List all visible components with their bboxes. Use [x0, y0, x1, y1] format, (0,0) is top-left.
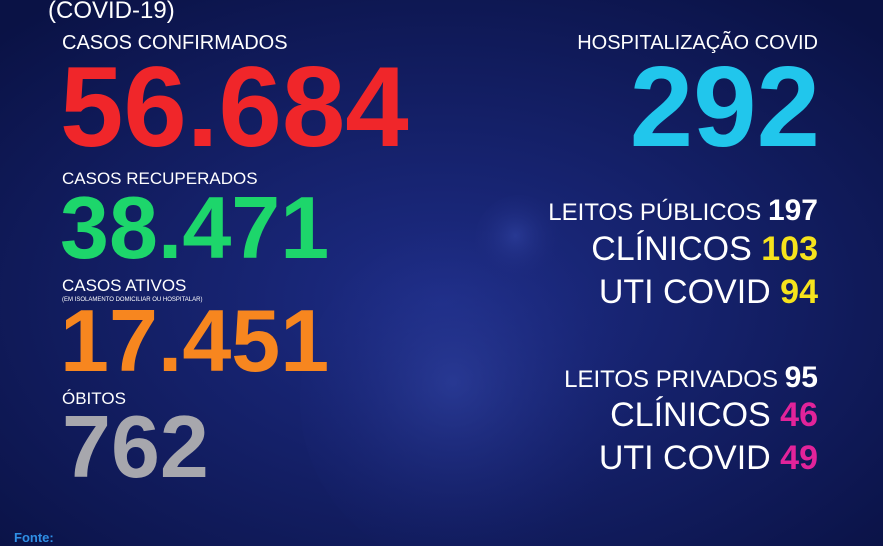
value: 17.451: [60, 291, 329, 390]
label: CASOS CONFIRMADOS: [62, 32, 288, 54]
value: 292: [630, 44, 820, 171]
label: CLÍNICOS: [610, 396, 771, 434]
value: 38.471: [60, 178, 329, 277]
virus-decoration: [475, 195, 565, 285]
value: 94: [780, 273, 818, 311]
row: CLÍNICOS 46: [610, 396, 818, 434]
value: 46: [780, 396, 818, 434]
label: ÓBITOS: [62, 389, 126, 408]
value: 56.684: [60, 44, 409, 171]
row: UTI COVID 49: [599, 439, 818, 477]
row: CLÍNICOS 103: [591, 230, 818, 268]
label: LEITOS PRIVADOS: [564, 366, 778, 393]
row: LEITOS PRIVADOS 95: [564, 361, 818, 394]
label: UTI COVID: [599, 439, 771, 477]
label: CLÍNICOS: [591, 230, 752, 268]
value: 197: [768, 194, 818, 227]
row: LEITOS PÚBLICOS 197: [548, 194, 818, 227]
row: UTI COVID 94: [599, 273, 818, 311]
title: (COVID-19): [48, 0, 175, 24]
label: HOSPITALIZAÇÃO COVID: [577, 30, 818, 54]
label: UTI COVID: [599, 273, 771, 311]
value: 762: [62, 397, 209, 496]
value: 103: [761, 230, 818, 268]
value: 95: [785, 361, 818, 394]
note: (EM ISOLAMENTO DOMICILIAR OU HOSPITALAR): [62, 297, 202, 303]
source: Fonte:: [14, 530, 54, 545]
label: CASOS ATIVOS: [62, 276, 186, 295]
virus-decoration: [300, 230, 640, 546]
value: 49: [780, 439, 818, 477]
label: LEITOS PÚBLICOS: [548, 199, 761, 226]
label: CASOS RECUPERADOS: [62, 169, 258, 188]
